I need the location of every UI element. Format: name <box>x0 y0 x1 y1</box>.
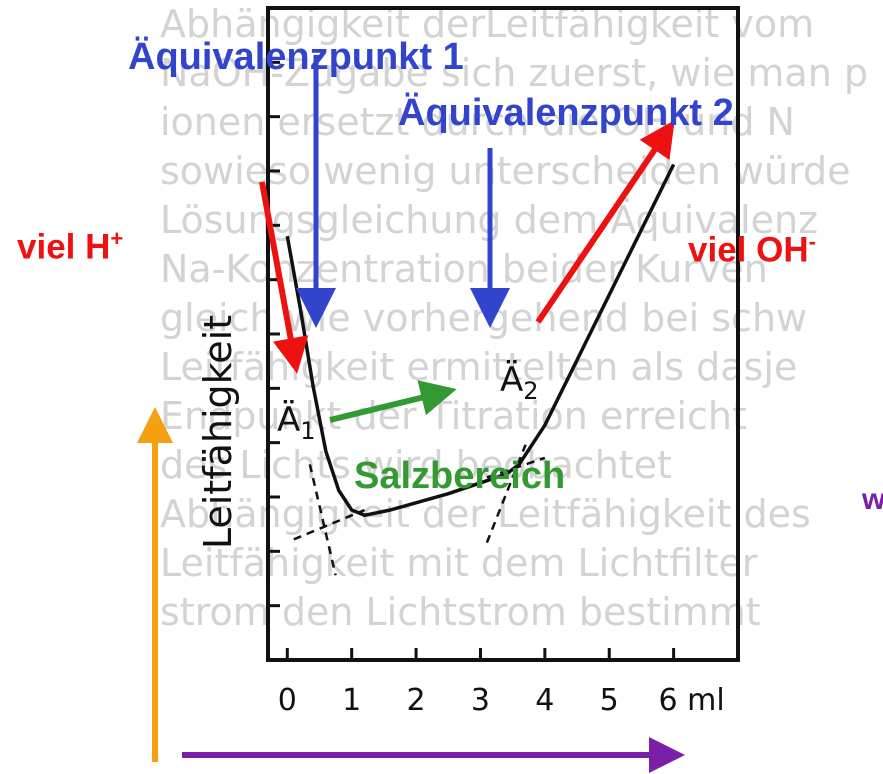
oh-minus-arrow <box>535 120 675 324</box>
eq2-point-sub: 2 <box>523 376 539 405</box>
x-tick-label: 2 <box>406 683 426 718</box>
background-text-line: strom den Lichtstrom bestimmt <box>160 590 761 634</box>
eq2-point-letter: Ä <box>500 360 524 400</box>
eq1-point-label: Ä1 <box>277 400 316 445</box>
extrapolation-dash <box>486 456 546 479</box>
eq2-point-label: Ä2 <box>500 360 539 405</box>
extrapolation-dash <box>485 444 527 544</box>
x-tick-label: 3 <box>470 683 490 718</box>
oh-minus-superscript: - <box>808 229 816 254</box>
conductivity-curve <box>285 163 676 518</box>
eq1-point-sub: 1 <box>300 416 316 445</box>
eq1-label: Äquivalenzpunkt 1 <box>128 36 464 78</box>
h-plus-arrow <box>259 181 309 374</box>
cut-right-label: w <box>862 483 883 516</box>
h-plus-superscript: + <box>110 226 124 251</box>
background-text-line: ionen ersetzt durch die OH und N <box>160 100 795 144</box>
background-text-line: des Lichts wird beobachtet <box>160 443 672 487</box>
x-tick-label: 5 <box>599 683 619 718</box>
x-tick-label: 4 <box>535 683 555 718</box>
h-plus-label: viel H+ <box>17 228 123 265</box>
tick-marks <box>268 60 676 660</box>
x-tick-label: 1 <box>342 683 362 718</box>
background-text-line: Na-Konzentration beider Kurven <box>160 247 768 291</box>
extrapolation-dash <box>308 464 337 576</box>
h-plus-text: viel H <box>17 227 111 267</box>
extrapolation-dash <box>293 508 366 541</box>
salt-arrow <box>329 380 457 423</box>
salt-label: Salzbereich <box>354 455 566 497</box>
eq2-label: Äquivalenzpunkt 2 <box>398 92 734 134</box>
eq1-point-letter: Ä <box>277 400 301 440</box>
background-text-line: Leitfähigkeit mit dem Lichtfilter <box>160 541 758 585</box>
oh-minus-text: viel OH <box>688 230 809 270</box>
x-tick-label: 0 <box>277 683 297 718</box>
background-text-line: NaOH-Zugabe sich zuerst, wie man p <box>160 51 868 95</box>
extrapolation-lines <box>293 444 546 576</box>
x-tick-label: 6 ml <box>658 683 725 718</box>
oh-minus-label: viel OH- <box>688 231 816 268</box>
y-axis-label: Leitfähigkeit <box>196 314 240 550</box>
